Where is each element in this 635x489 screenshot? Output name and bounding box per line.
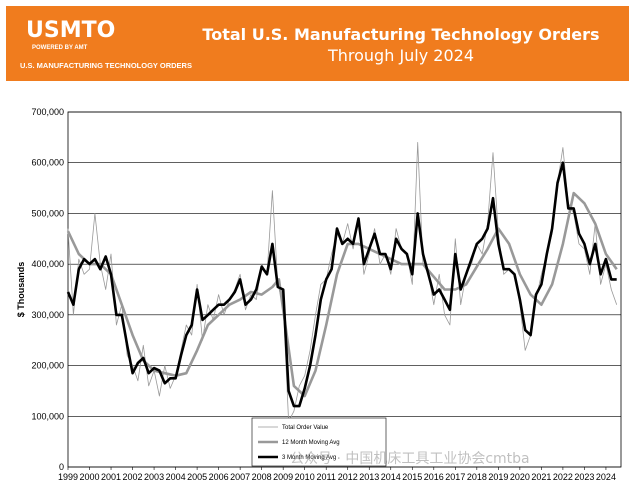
- x-tick-label: 2004: [166, 472, 186, 482]
- x-axis-ticks: 1999 2000 2001 2002 2003 2004 2005 2006 2007 2008…: [58, 467, 616, 482]
- x-tick-label: 2016: [424, 472, 444, 482]
- x-tick-label: 2001: [101, 472, 121, 482]
- x-tick-label: 2018: [467, 472, 487, 482]
- x-tick-label: 2009: [273, 472, 293, 482]
- x-tick-label: 2012: [338, 472, 358, 482]
- logo-powered-by: POWERED BY AMT: [32, 45, 88, 51]
- x-tick-label: 2013: [359, 472, 379, 482]
- legend: Total Order Value 12 Month Moving Avg 3 Mo…: [251, 417, 387, 467]
- chart-subtitle: Through July 2024: [327, 46, 475, 65]
- x-tick-label: 2005: [187, 472, 207, 482]
- x-tick-label: 2020: [510, 472, 530, 482]
- y-axis-ticks: 0 100,000 200,000 300,000 400,000 500,000 600,…: [31, 107, 64, 472]
- watermark-text: 公众号 · 中国机床工具工业协会cmtba: [290, 451, 530, 467]
- chart-title: Total U.S. Manufacturing Technology Orde…: [202, 25, 600, 44]
- y-tick-label: 700,000: [31, 107, 64, 117]
- y-tick-label: 0: [59, 462, 64, 472]
- x-tick-label: 2022: [553, 472, 573, 482]
- x-tick-label: 2021: [531, 472, 551, 482]
- x-tick-label: 1999: [58, 472, 78, 482]
- y-tick-label: 600,000: [31, 158, 64, 168]
- x-tick-label: 2002: [123, 472, 143, 482]
- x-tick-label: 2011: [317, 472, 336, 482]
- series-line-3-month-moving-avg: [66, 161, 617, 408]
- y-tick-label: 300,000: [31, 310, 64, 320]
- y-tick-label: 500,000: [31, 208, 64, 218]
- x-tick-label: 2014: [381, 472, 401, 482]
- x-tick-label: 2007: [230, 472, 250, 482]
- y-tick-label: 200,000: [31, 361, 64, 371]
- y-tick-label: 400,000: [31, 259, 64, 269]
- legend-label: 3 Month Moving Avg: [282, 455, 336, 461]
- x-tick-label: 2024: [596, 472, 616, 482]
- x-tick-label: 2010: [295, 472, 315, 482]
- x-tick-label: 2019: [488, 472, 508, 482]
- x-tick-label: 2008: [252, 472, 272, 482]
- x-tick-label: 2006: [209, 472, 229, 482]
- x-tick-label: 2003: [144, 472, 164, 482]
- legend-label: Total Order Value: [282, 425, 329, 431]
- y-tick-label: 100,000: [31, 411, 64, 421]
- x-tick-label: 2000: [80, 472, 100, 482]
- usmto-logo: USMTO: [26, 18, 116, 43]
- series-lines: [66, 141, 618, 422]
- series-line-total-order-value: [67, 141, 618, 422]
- x-tick-label: 2017: [445, 472, 465, 482]
- x-tick-label: 2015: [402, 472, 422, 482]
- plot-area-frame: [67, 111, 622, 468]
- y-axis-label: $ Thousands: [16, 262, 26, 318]
- x-tick-label: 2023: [574, 472, 594, 482]
- logo-org-name: U.S. MANUFACTURING TECHNOLOGY ORDERS: [20, 61, 192, 70]
- header-banner: USMTO POWERED BY AMT U.S. MANUFACTURING …: [6, 6, 629, 81]
- legend-label: 12 Month Moving Avg: [282, 440, 340, 446]
